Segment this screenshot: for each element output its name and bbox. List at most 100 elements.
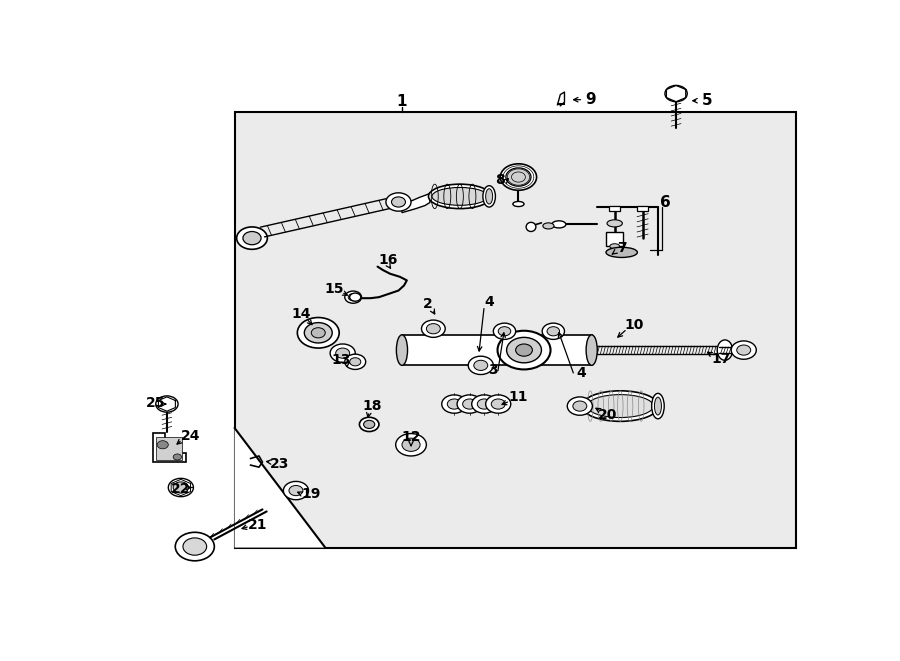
Bar (607, 232, 623, 247)
Ellipse shape (483, 186, 495, 207)
Circle shape (499, 327, 511, 336)
Circle shape (493, 323, 516, 339)
Text: 4: 4 (576, 366, 586, 380)
Bar (402, 335, 591, 366)
Circle shape (330, 344, 356, 362)
Circle shape (516, 344, 533, 356)
Text: 15: 15 (325, 282, 344, 296)
Text: 1: 1 (397, 95, 407, 109)
Ellipse shape (654, 397, 662, 415)
Circle shape (243, 231, 261, 245)
Circle shape (348, 293, 358, 301)
Circle shape (311, 328, 325, 338)
Bar (609, 206, 620, 211)
Text: 23: 23 (270, 457, 290, 471)
Circle shape (463, 399, 477, 409)
Circle shape (567, 397, 592, 415)
Circle shape (349, 358, 361, 366)
Ellipse shape (606, 247, 637, 257)
Circle shape (345, 354, 365, 369)
Circle shape (427, 324, 440, 334)
Circle shape (304, 323, 332, 343)
Text: 8: 8 (495, 173, 505, 187)
Text: 13: 13 (331, 353, 351, 368)
Circle shape (542, 323, 564, 339)
Circle shape (468, 356, 493, 375)
Circle shape (473, 360, 488, 370)
Ellipse shape (526, 222, 536, 231)
Ellipse shape (513, 202, 524, 207)
Circle shape (573, 401, 587, 411)
Circle shape (547, 327, 560, 336)
Circle shape (158, 441, 168, 449)
Text: 18: 18 (362, 399, 382, 413)
Ellipse shape (432, 188, 488, 206)
Text: 17: 17 (711, 352, 731, 366)
Circle shape (156, 396, 178, 412)
Bar (156, 437, 182, 460)
Polygon shape (153, 433, 185, 462)
Text: 2: 2 (423, 297, 433, 311)
Circle shape (297, 317, 339, 348)
Circle shape (173, 454, 182, 460)
Text: 10: 10 (625, 318, 643, 332)
Circle shape (349, 293, 361, 301)
Ellipse shape (543, 223, 554, 229)
Ellipse shape (586, 335, 598, 366)
Circle shape (472, 395, 497, 413)
Text: 6: 6 (660, 195, 670, 210)
Circle shape (447, 399, 461, 409)
Text: 11: 11 (508, 391, 528, 405)
Circle shape (442, 395, 467, 413)
Circle shape (507, 337, 542, 363)
Ellipse shape (587, 395, 653, 418)
Circle shape (284, 481, 309, 500)
Circle shape (457, 395, 482, 413)
Circle shape (731, 341, 756, 359)
Circle shape (486, 395, 511, 413)
Circle shape (477, 399, 491, 409)
Bar (235, 112, 796, 547)
Circle shape (506, 168, 531, 186)
Circle shape (183, 538, 207, 555)
Circle shape (665, 85, 688, 102)
Circle shape (386, 193, 411, 211)
Ellipse shape (652, 393, 664, 419)
Ellipse shape (552, 221, 566, 228)
Ellipse shape (486, 189, 492, 204)
Circle shape (289, 485, 303, 496)
Ellipse shape (610, 244, 619, 249)
Text: 12: 12 (401, 430, 421, 444)
Circle shape (168, 479, 194, 496)
Text: 19: 19 (302, 487, 321, 501)
Text: 4: 4 (484, 295, 494, 309)
Ellipse shape (717, 340, 733, 360)
Circle shape (392, 197, 405, 207)
Circle shape (737, 345, 751, 355)
Text: 25: 25 (146, 395, 166, 410)
Polygon shape (402, 193, 430, 213)
Circle shape (421, 320, 446, 337)
Ellipse shape (364, 420, 374, 428)
Circle shape (498, 330, 551, 369)
Circle shape (237, 227, 267, 249)
Circle shape (173, 482, 188, 493)
Text: 24: 24 (181, 428, 201, 443)
Bar (637, 206, 648, 211)
Ellipse shape (359, 417, 379, 432)
Text: 5: 5 (701, 93, 712, 108)
Circle shape (336, 348, 349, 358)
Circle shape (402, 438, 420, 451)
Circle shape (396, 434, 427, 456)
Circle shape (500, 164, 536, 190)
Text: 9: 9 (586, 92, 597, 107)
Polygon shape (235, 428, 325, 547)
Text: 14: 14 (291, 307, 310, 321)
Circle shape (176, 532, 214, 561)
Text: 7: 7 (616, 241, 626, 255)
Ellipse shape (396, 335, 408, 366)
Text: 3: 3 (488, 364, 498, 377)
Text: 16: 16 (378, 253, 398, 267)
Ellipse shape (607, 220, 623, 227)
Text: 21: 21 (248, 518, 267, 531)
